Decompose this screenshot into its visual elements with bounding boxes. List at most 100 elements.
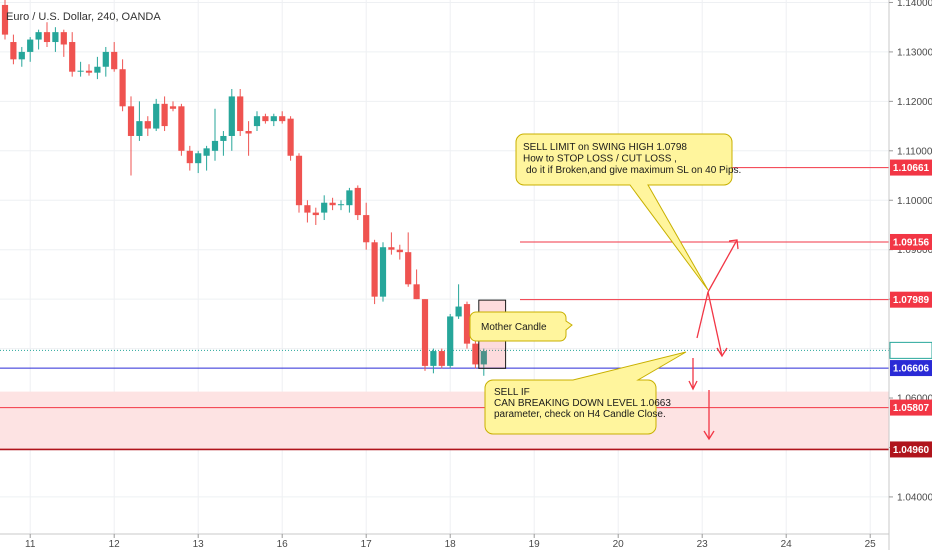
time-tick-label: 24 [781, 539, 793, 550]
sell-if-text-line: SELL IF [494, 387, 530, 398]
time-tick-label: 13 [193, 539, 205, 550]
candle-body [10, 42, 17, 60]
candle-body [136, 121, 143, 136]
sell-limit-callout [515, 133, 733, 291]
candle-body [119, 69, 126, 107]
chart-title: Euro / U.S. Dollar, 240, OANDA [6, 11, 161, 23]
candle-body [1, 4, 9, 35]
price-badge [890, 291, 932, 308]
candle-body [186, 150, 193, 164]
price-badge-label: 1.10661 [893, 163, 930, 174]
time-tick-label: 18 [445, 539, 457, 550]
price-badge-label: 1.04960 [893, 445, 930, 456]
sell-limit-text-line: How to STOP LOSS / CUT LOSS , [523, 154, 677, 165]
mother-candle-callout [469, 311, 573, 342]
candle-body [295, 155, 303, 206]
candle-body [27, 39, 34, 52]
price-tick-label: 1.04000 [897, 492, 932, 503]
candle-body [211, 140, 219, 151]
candle-body [321, 202, 328, 213]
drawing-tools: Mother Candle SELL LIMIT on SWING HIGH 1.… [469, 133, 741, 441]
arrow-down-right-head [716, 347, 728, 358]
candle-body [405, 252, 412, 285]
price-tick-label: 1.14000 [897, 0, 932, 9]
candle-body [195, 153, 202, 164]
candle-body [270, 116, 277, 122]
time-tick-label: 17 [361, 539, 373, 550]
candle-body [69, 42, 76, 72]
candle-body [35, 32, 42, 40]
price-tick-label: 1.11000 [897, 146, 932, 157]
candle-body [237, 96, 244, 132]
time-axis-ticks: 11 12 13 16 17 18 19 20 23 24 25 [25, 534, 876, 550]
candle-body [144, 121, 151, 129]
candle-body [312, 212, 319, 216]
price-axis-badges: 1.10661 1.09156 1.07989 1.06964 1.06606 1.058… [889, 159, 932, 458]
sell-if-callout [484, 351, 687, 435]
price-tick-label: 1.10000 [897, 196, 932, 207]
price-tick-label: 1.12000 [897, 97, 932, 108]
arrow-down-right [707, 291, 723, 357]
price-tick-label: 1.13000 [897, 47, 932, 58]
candle-body [85, 70, 93, 73]
price-badge [890, 441, 932, 458]
time-tick-label: 25 [865, 539, 877, 550]
price-tick-label: 1.09000 [897, 245, 932, 256]
time-tick-label: 12 [109, 539, 121, 550]
candle-body [363, 215, 370, 243]
candle-body [94, 66, 101, 73]
candle-body [388, 247, 395, 250]
price-badge-label: 1.05807 [893, 403, 930, 414]
price-axis-panel [889, 0, 932, 550]
candle-body [279, 116, 286, 122]
candle-body [60, 32, 67, 45]
candle-body [421, 299, 429, 366]
candles [1, 0, 487, 376]
sell-if-text-line: parameter, check on H4 Candle Close. [494, 409, 666, 420]
arrow-up-right-head [728, 239, 739, 250]
candle-body [220, 135, 227, 141]
candle-body [447, 316, 454, 366]
candle-body [379, 247, 387, 297]
candle-body [346, 190, 353, 206]
candle-body [480, 351, 487, 365]
mother-candle-label: Mother Candle [481, 322, 547, 333]
candle-body [463, 304, 471, 344]
candle-body [253, 116, 261, 127]
candle-body [287, 118, 294, 156]
price-badge [889, 341, 932, 359]
candle-body [245, 131, 252, 134]
sell-if-text-line: CAN BREAKING DOWN LEVEL 1.0663 [494, 398, 671, 409]
time-tick-label: 23 [697, 539, 709, 550]
arrow-down-short-head [688, 380, 698, 391]
candle-body [354, 187, 361, 216]
sell-limit-text-line: do it if Broken,and give maximum SL on 4… [526, 165, 741, 176]
arrow-down-left [696, 291, 709, 339]
price-badge-label: 1.07989 [893, 295, 930, 306]
arrow-up-right [707, 239, 738, 293]
candle-body [102, 51, 109, 67]
candle-body [228, 96, 235, 136]
time-tick-label: 20 [613, 539, 625, 550]
price-badge [890, 360, 932, 377]
candle-body [52, 32, 59, 43]
candle-body [262, 116, 269, 122]
candle-body [161, 103, 168, 127]
candle-body [455, 306, 462, 317]
time-tick-label: 16 [277, 539, 289, 550]
candle-body [472, 343, 479, 365]
candle-body [153, 103, 160, 129]
candle-body [43, 32, 51, 43]
candle-body [77, 70, 84, 72]
arrow-down-long-head [703, 430, 715, 441]
candle-body [169, 106, 177, 109]
candle-body [111, 51, 118, 70]
candle-body [304, 205, 311, 213]
candle-body [396, 249, 403, 253]
price-badge [890, 233, 932, 250]
shaded-target-zone [0, 391, 889, 450]
sell-target-zone [0, 391, 889, 450]
candle-body [371, 242, 378, 297]
time-tick-label: 11 [25, 539, 36, 550]
